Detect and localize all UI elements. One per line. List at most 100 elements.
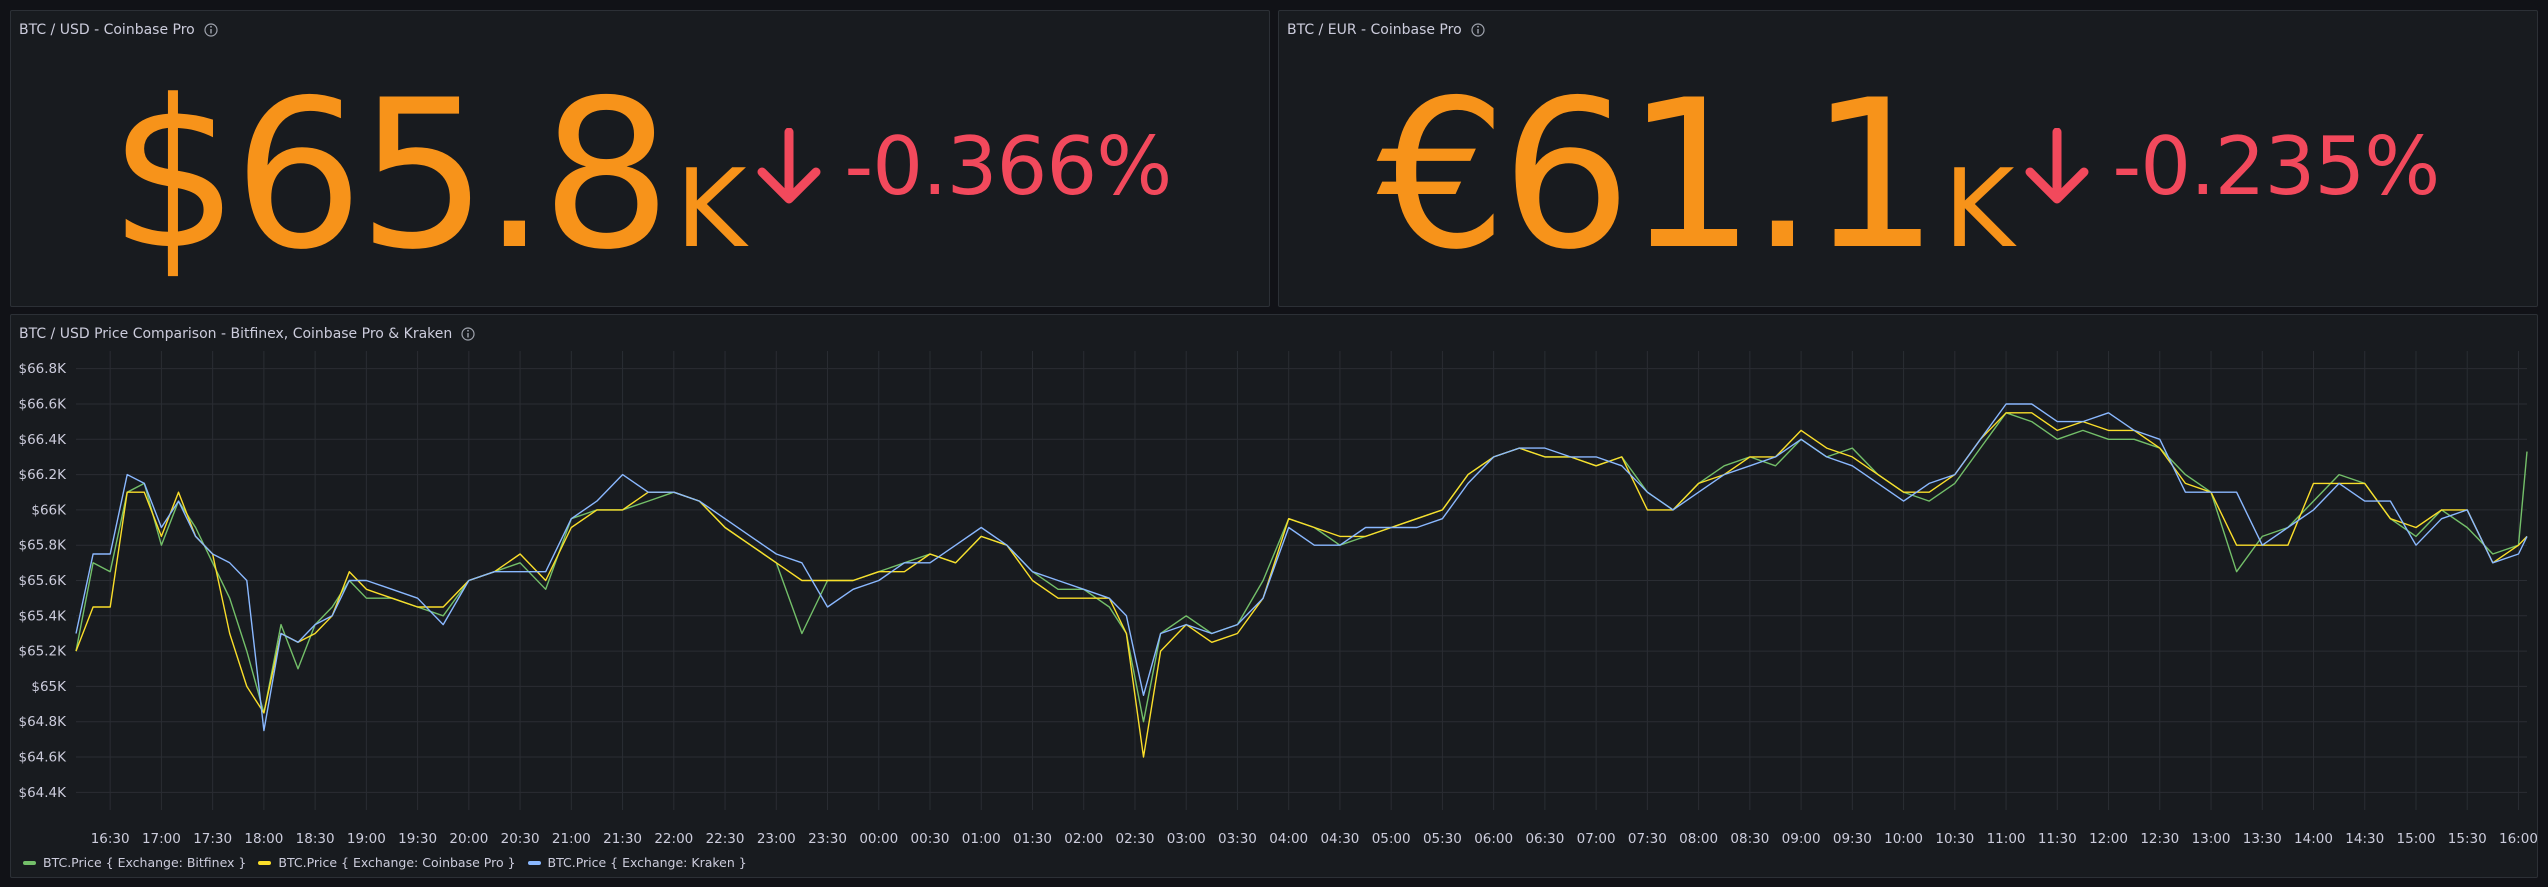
y-tick-label: $64.4K: [18, 785, 67, 801]
x-tick-label: 19:00: [347, 831, 386, 847]
usd-stat-panel: BTC / USD - Coinbase Pro $65.8 K -0.366%: [10, 10, 1270, 307]
stat-value-unit: K: [1943, 147, 2015, 272]
x-tick-label: 08:30: [1730, 831, 1769, 847]
x-tick-label: 05:00: [1372, 831, 1411, 847]
x-tick-label: 20:30: [501, 831, 540, 847]
y-tick-label: $64.6K: [18, 750, 67, 766]
series-line-coinbase-pro: [75, 412, 2528, 758]
chart-legend: BTC.Price { Exchange: Bitfinex } BTC.Pri…: [23, 855, 747, 870]
stat-change-percent: -0.366%: [844, 120, 1172, 213]
series-line-kraken: [75, 403, 2528, 732]
panel-header: BTC / USD - Coinbase Pro: [19, 19, 219, 41]
stat-change: -0.235%: [2024, 120, 2440, 213]
stat-value: €61.1 K: [1377, 74, 2015, 279]
x-tick-label: 16:00: [2499, 831, 2537, 847]
x-tick-label: 11:00: [1987, 831, 2026, 847]
y-tick-label: $66.2K: [18, 467, 67, 483]
x-tick-label: 06:00: [1474, 831, 1513, 847]
x-tick-label: 14:30: [2345, 831, 2384, 847]
x-tick-label: 15:30: [2448, 831, 2487, 847]
x-tick-label: 10:30: [1935, 831, 1974, 847]
comparison-chart-panel: BTC / USD Price Comparison - Bitfinex, C…: [10, 314, 2538, 878]
y-tick-label: $66.6K: [18, 396, 67, 412]
x-tick-label: 17:00: [142, 831, 181, 847]
stat-value-number: $65.8: [108, 57, 672, 295]
stat-value-number: €61.1: [1376, 57, 1940, 295]
legend-label: BTC.Price { Exchange: Kraken }: [547, 855, 747, 870]
x-tick-label: 06:30: [1525, 831, 1564, 847]
x-tick-label: 01:00: [962, 831, 1001, 847]
x-tick-label: 18:30: [296, 831, 335, 847]
y-tick-label: $65.4K: [18, 608, 67, 624]
x-tick-label: 19:30: [398, 831, 437, 847]
arrow-down-icon: [757, 127, 821, 203]
x-tick-label: 15:00: [2397, 831, 2436, 847]
info-icon[interactable]: [1470, 22, 1486, 38]
legend-label: BTC.Price { Exchange: Coinbase Pro }: [278, 855, 516, 870]
x-tick-label: 16:30: [91, 831, 130, 847]
x-tick-label: 01:30: [1013, 831, 1052, 847]
x-tick-label: 04:00: [1269, 831, 1308, 847]
x-tick-label: 10:00: [1884, 831, 1923, 847]
legend-item-coinbase-pro[interactable]: BTC.Price { Exchange: Coinbase Pro }: [258, 855, 516, 870]
x-tick-label: 11:30: [2038, 831, 2077, 847]
y-tick-label: $65.8K: [18, 538, 67, 554]
x-tick-label: 23:00: [757, 831, 796, 847]
panel-title: BTC / EUR - Coinbase Pro: [1287, 22, 1462, 38]
x-tick-label: 22:00: [654, 831, 693, 847]
legend-swatch: [527, 860, 541, 865]
legend-item-kraken[interactable]: BTC.Price { Exchange: Kraken }: [527, 855, 747, 870]
legend-label: BTC.Price { Exchange: Bitfinex }: [43, 855, 247, 870]
x-tick-label: 20:00: [449, 831, 488, 847]
x-tick-label: 21:30: [603, 831, 642, 847]
x-tick-label: 13:30: [2243, 831, 2282, 847]
y-tick-label: $66K: [31, 502, 67, 518]
legend-swatch: [23, 860, 36, 865]
x-tick-label: 08:00: [1679, 831, 1718, 847]
panel-title: BTC / USD Price Comparison - Bitfinex, C…: [19, 326, 453, 342]
info-icon[interactable]: [203, 22, 219, 38]
x-tick-label: 02:30: [1116, 831, 1155, 847]
stat-body: $65.8 K -0.366%: [11, 47, 1269, 306]
panel-header: BTC / EUR - Coinbase Pro: [1287, 19, 1486, 41]
panel-header: BTC / USD Price Comparison - Bitfinex, C…: [19, 323, 476, 345]
x-tick-label: 21:00: [552, 831, 591, 847]
stat-body: €61.1 K -0.235%: [1279, 47, 2537, 306]
x-tick-label: 12:00: [2089, 831, 2128, 847]
y-tick-label: $66.8K: [18, 361, 67, 377]
x-tick-label: 02:00: [1064, 831, 1103, 847]
x-tick-label: 14:00: [2294, 831, 2333, 847]
x-tick-label: 23:30: [808, 831, 847, 847]
y-tick-label: $66.4K: [18, 432, 67, 448]
x-tick-label: 07:30: [1628, 831, 1667, 847]
x-tick-label: 04:30: [1320, 831, 1359, 847]
stat-change: -0.366%: [756, 120, 1172, 213]
eur-stat-panel: BTC / EUR - Coinbase Pro €61.1 K -0.235%: [1278, 10, 2538, 307]
y-tick-label: $65.6K: [18, 573, 67, 589]
y-tick-label: $65.2K: [18, 644, 67, 660]
legend-swatch: [258, 860, 272, 865]
x-tick-label: 22:30: [706, 831, 745, 847]
x-tick-label: 00:00: [859, 831, 898, 847]
x-tick-label: 09:30: [1833, 831, 1872, 847]
x-tick-label: 07:00: [1577, 831, 1616, 847]
info-icon[interactable]: [460, 326, 476, 342]
x-tick-label: 17:30: [193, 831, 232, 847]
stat-change-percent: -0.235%: [2112, 120, 2440, 213]
x-tick-label: 03:00: [1167, 831, 1206, 847]
x-tick-label: 13:00: [2192, 831, 2231, 847]
legend-item-bitfinex[interactable]: BTC.Price { Exchange: Bitfinex }: [23, 855, 246, 870]
stat-value: $65.8 K: [109, 74, 747, 279]
x-tick-label: 03:30: [1218, 831, 1257, 847]
y-tick-label: $65K: [31, 679, 67, 695]
arrow-down-icon: [2025, 127, 2089, 203]
price-line-chart[interactable]: $64.4K $64.6K $64.8K $65K $65.2K $65.4K $65.6K…: [11, 315, 2537, 877]
x-tick-label: 05:30: [1423, 831, 1462, 847]
y-tick-label: $64.8K: [18, 714, 67, 730]
x-tick-label: 12:30: [2140, 831, 2179, 847]
x-tick-label: 00:30: [911, 831, 950, 847]
panel-title: BTC / USD - Coinbase Pro: [19, 22, 195, 38]
x-tick-label: 18:00: [244, 831, 283, 847]
stat-value-unit: K: [675, 147, 747, 272]
x-tick-label: 09:00: [1782, 831, 1821, 847]
